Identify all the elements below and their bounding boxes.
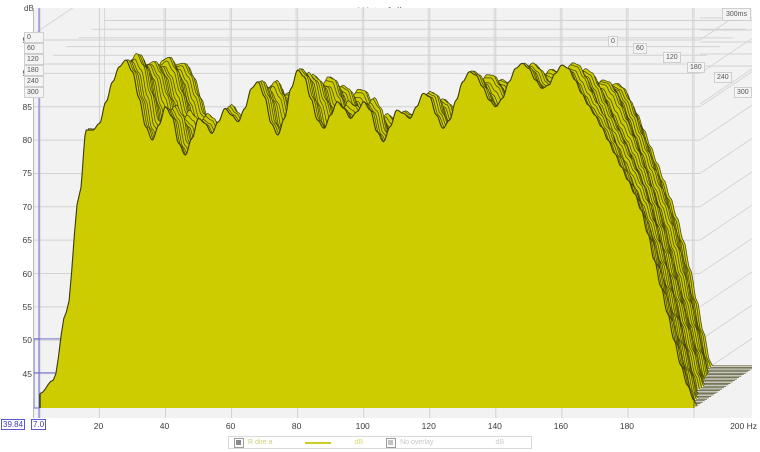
time-axis-tick-left: 120 xyxy=(24,54,44,65)
legend-series-checkbox[interactable] xyxy=(234,437,244,448)
legend-overlay-checkbox[interactable] xyxy=(386,437,397,448)
y-axis-unit: dB xyxy=(24,4,34,13)
y-axis-tick-label: 85 xyxy=(22,101,32,112)
x-axis-tick-label: 180 xyxy=(619,421,635,431)
y-axis-tick-label: 70 xyxy=(22,201,32,212)
x-axis-tick-label: 120 xyxy=(421,421,436,431)
legend[interactable]: R dire a dB No overlay dB xyxy=(228,436,532,449)
y-axis-tick-label: 80 xyxy=(22,135,32,146)
time-axis-tick-left: 60 xyxy=(24,43,44,54)
legend-overlay-entry[interactable]: No overlay dB xyxy=(381,437,504,448)
legend-series-color-swatch xyxy=(304,441,331,444)
y-axis-tick-label: 65 xyxy=(22,235,32,246)
time-axis-tick-right: 60 xyxy=(633,43,647,54)
time-axis-tick-right: 240 xyxy=(714,72,732,83)
time-axis-tick-right: 0 xyxy=(608,36,618,47)
x-axis-tick-label: 20 xyxy=(93,421,104,431)
waterfall-surface xyxy=(34,8,752,418)
x-axis: 220406080100120140160180200 Hz xyxy=(0,418,760,436)
y-axis-tick-label: 45 xyxy=(22,368,32,379)
x-axis-tick-label: 140 xyxy=(487,421,502,431)
y-axis-tick-label: 55 xyxy=(22,301,32,312)
time-axis-tick-left: 240 xyxy=(24,76,44,87)
legend-series-entry[interactable]: R dire a dB xyxy=(229,437,363,448)
x-axis-tick-label: 40 xyxy=(159,421,170,431)
y-axis-tick-label: 75 xyxy=(22,168,32,179)
time-axis-tick-left: 0 xyxy=(24,32,44,43)
time-range-badge[interactable]: 300ms xyxy=(722,8,752,21)
x-start-readout[interactable]: 7.0 xyxy=(31,419,47,430)
time-axis-tick-right: 180 xyxy=(687,62,705,73)
plot-area[interactable] xyxy=(33,8,752,418)
y-axis-tick-label: 60 xyxy=(22,268,32,279)
x-axis-tick-label: 60 xyxy=(225,421,236,431)
x-axis-tick-label: 160 xyxy=(553,421,568,431)
time-axis-tick-right: 300 xyxy=(734,87,752,98)
legend-overlay-unit: dB xyxy=(495,439,505,446)
x-axis-tick-label: 80 xyxy=(291,421,302,431)
legend-overlay-label: No overlay xyxy=(400,439,434,446)
time-axis-tick-left: 180 xyxy=(24,65,44,76)
time-axis-tick-left: 300 xyxy=(24,87,44,98)
x-axis-unit-label: 200 Hz xyxy=(730,421,757,431)
x-axis-tick-label: 100 xyxy=(355,421,370,431)
time-axis-tick-right: 120 xyxy=(663,52,681,63)
y-axis-tick-label: 50 xyxy=(22,335,32,346)
legend-series-unit: dB xyxy=(354,439,364,446)
legend-series-label: R dire a xyxy=(248,439,273,446)
y-min-readout[interactable]: 39.84 xyxy=(1,419,26,430)
